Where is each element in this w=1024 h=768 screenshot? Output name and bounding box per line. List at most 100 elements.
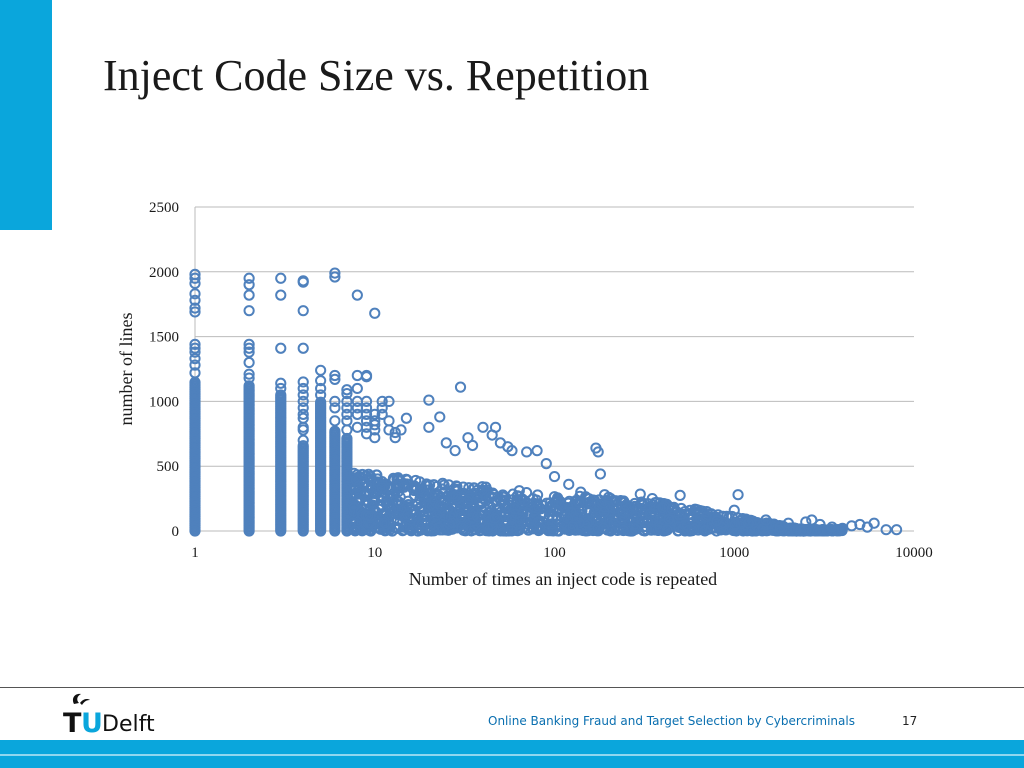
data-point [514, 512, 526, 525]
data-point [189, 302, 201, 314]
data-point [466, 439, 479, 452]
data-point [795, 525, 807, 537]
data-point [275, 389, 287, 401]
data-point [562, 512, 574, 525]
data-point [531, 445, 543, 457]
data-point [513, 485, 525, 497]
data-point [868, 517, 880, 529]
data-point [376, 395, 388, 407]
data-point [341, 424, 353, 436]
data-point [521, 507, 533, 519]
data-point [402, 522, 414, 535]
data-point [729, 518, 741, 531]
data-point [189, 353, 201, 365]
data-point [275, 342, 287, 354]
data-point [360, 395, 373, 407]
data-point [440, 437, 452, 449]
data-point [477, 421, 489, 433]
data-point [369, 432, 381, 444]
data-point [425, 522, 437, 534]
data-point [389, 426, 401, 439]
data-point [414, 483, 426, 495]
data-point [489, 421, 502, 433]
data-point [433, 521, 445, 534]
data-point [369, 408, 381, 420]
footer-divider [0, 687, 1024, 688]
data-point [243, 380, 255, 392]
data-point [700, 511, 713, 523]
data-point [351, 382, 363, 395]
data-point [790, 524, 802, 536]
data-point [449, 445, 461, 457]
data-point [189, 359, 201, 371]
data-point [598, 506, 610, 518]
data-point [629, 500, 641, 512]
data-point [610, 495, 622, 507]
data-point [735, 518, 747, 530]
data-point [341, 415, 353, 427]
data-point [550, 504, 562, 516]
data-point [398, 481, 410, 493]
data-point [482, 522, 494, 534]
scatter-chart: 0 500 1000 1500 2000 2500 1 10 100 1000 10000 Numb… [116, 200, 933, 589]
data-point [423, 394, 435, 406]
data-point [485, 491, 497, 503]
data-point [631, 521, 643, 533]
data-point [506, 520, 518, 532]
data-point [389, 432, 401, 444]
data-point [376, 402, 388, 414]
data-point [880, 524, 892, 536]
data-point [682, 524, 694, 537]
data-point [540, 458, 552, 470]
data-point [315, 375, 327, 387]
data-point [243, 346, 255, 358]
data-point [630, 511, 642, 523]
x-axis-label: Number of times an inject code is repeat… [409, 569, 717, 589]
data-point [393, 496, 405, 508]
data-point [369, 307, 381, 319]
data-point [674, 489, 686, 501]
data-point [275, 377, 287, 389]
data-point [688, 523, 700, 535]
x-tick-label: 10 [367, 545, 382, 561]
data-point [243, 342, 255, 354]
data-point [548, 491, 561, 503]
data-point [315, 389, 327, 401]
data-point [297, 342, 309, 354]
data-point [393, 481, 405, 493]
data-point [806, 524, 818, 536]
data-point [243, 356, 255, 369]
data-point [709, 522, 721, 534]
data-point [890, 524, 903, 536]
data-point [275, 382, 287, 395]
tick-labels: 0 500 1000 1500 2000 2500 1 10 100 1000 10000 [149, 200, 933, 561]
data-point [297, 434, 309, 446]
data-point [654, 522, 666, 534]
data-point [297, 408, 309, 420]
y-tick-label: 1000 [149, 394, 179, 410]
data-point [275, 272, 287, 284]
data-point [617, 524, 630, 537]
data-point [455, 521, 468, 534]
data-point [575, 486, 587, 498]
data-point [383, 482, 395, 495]
data-point [532, 516, 544, 528]
data-point [450, 490, 462, 502]
data-point [353, 480, 365, 492]
data-point [534, 521, 546, 534]
x-tick-label: 1 [191, 545, 199, 561]
data-point [567, 520, 579, 533]
data-point [189, 277, 201, 290]
data-point [189, 272, 201, 284]
data-point [688, 505, 700, 518]
data-point [348, 467, 360, 479]
data-point [243, 368, 255, 380]
data-point [386, 525, 398, 537]
data-point [471, 492, 483, 504]
data-point [189, 367, 201, 379]
data-point [341, 408, 353, 420]
data-point [594, 468, 606, 480]
data-point [329, 425, 341, 437]
data-point [604, 525, 617, 537]
data-point [573, 496, 585, 509]
